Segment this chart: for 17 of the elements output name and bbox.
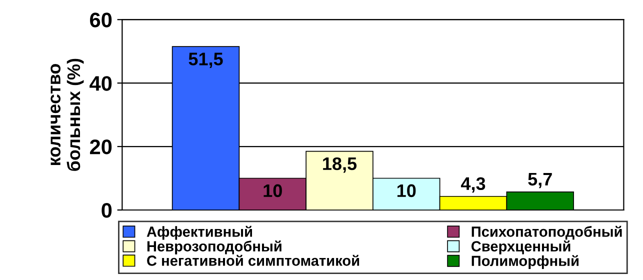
y-axis-title: количество больных (%) bbox=[50, 58, 84, 171]
legend-label: Сверхценный bbox=[471, 240, 570, 254]
data-label: 5,7 bbox=[528, 172, 552, 188]
data-label: 51,5 bbox=[188, 52, 223, 68]
y-tick-label: 40 bbox=[90, 76, 112, 91]
y-tick-label: 60 bbox=[90, 12, 112, 28]
legend-label: С негативной симптоматикой bbox=[147, 254, 360, 266]
data-label: 18,5 bbox=[323, 157, 357, 173]
data-label: 4,3 bbox=[460, 177, 486, 193]
legend-label: Полиморфный bbox=[472, 255, 578, 269]
data-label: 10 bbox=[397, 184, 416, 198]
legend-label: Психопатоподобный bbox=[472, 226, 622, 240]
y-tick-label: 20 bbox=[90, 140, 112, 154]
legend-label: Аффективный bbox=[146, 226, 252, 240]
legend-label: Неврозоподобный bbox=[147, 240, 282, 254]
data-label: 10 bbox=[264, 184, 282, 198]
y-tick-label: 0 bbox=[102, 203, 112, 218]
